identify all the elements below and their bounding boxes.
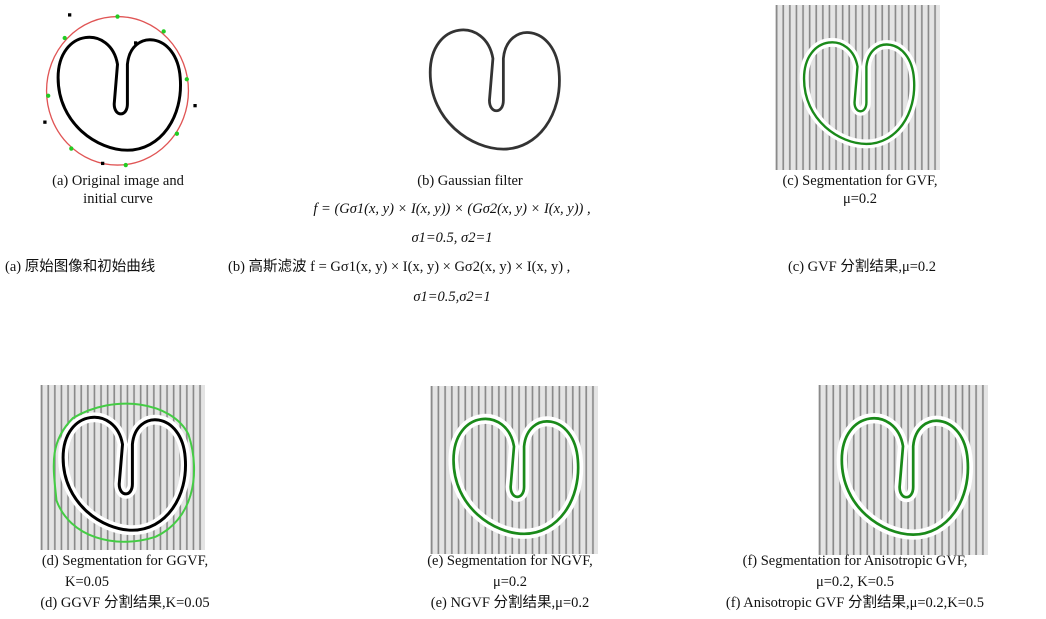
caption: (e) Segmentation for NGVF, [427,552,593,570]
caption: (d) Segmentation for GGVF, [42,552,208,570]
anisotropic-gvf-image [818,385,988,555]
caption: (f) Segmentation for Anisotropic GVF, [743,552,968,570]
caption: K=0.05 [65,573,109,591]
caption: (a) Original image and [52,172,184,190]
formula-params: σ1=0.5, σ2=1 [412,229,493,247]
gaussian-image [405,5,590,170]
gvf-image [770,5,945,170]
caption: μ=0.2 [843,190,877,208]
caption: μ=0.2 [493,573,527,591]
caption: initial curve [83,190,153,208]
caption: μ=0.2, K=0.5 [816,573,894,591]
formula-params: σ1=0.5,σ2=1 [413,288,490,306]
original-image [35,5,200,170]
caption-zh: (d) GGVF 分割结果,K=0.05 [40,594,209,612]
caption-zh: (b) 高斯滤波 f = Gσ1(x, y) × I(x, y) × Gσ2(x… [228,258,570,276]
formula: f = (Gσ1(x, y) × I(x, y)) × (Gσ2(x, y) ×… [313,200,590,218]
caption: (b) Gaussian filter [417,172,523,190]
ngvf-image [430,385,598,555]
caption-zh: (e) NGVF 分割结果,μ=0.2 [431,594,590,612]
ggvf-image [40,385,205,550]
caption-zh: (f) Anisotropic GVF 分割结果,μ=0.2,K=0.5 [726,594,984,612]
figure-page: (a) Original image and initial curve (b)… [0,0,1046,619]
caption-zh: (a) 原始图像和初始曲线 [5,258,155,276]
caption-zh: (c) GVF 分割结果,μ=0.2 [788,258,936,276]
caption: (c) Segmentation for GVF, [782,172,937,190]
